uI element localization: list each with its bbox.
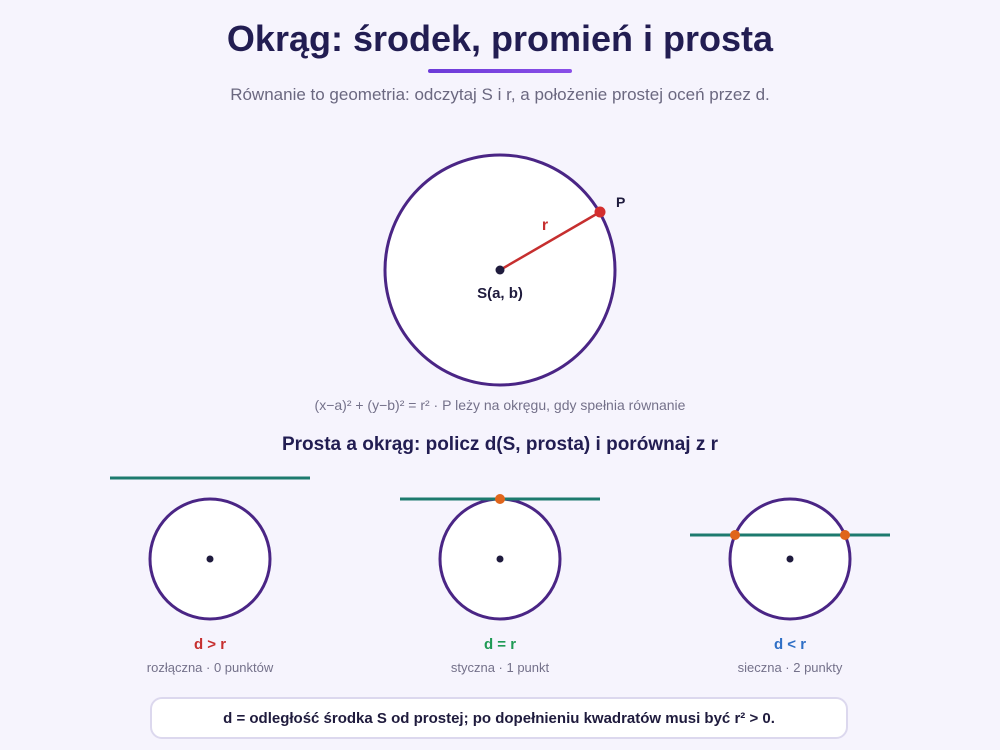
point-p-label: P: [616, 194, 625, 210]
note-box: d = odległość środka S od prostej; po do…: [150, 697, 848, 739]
case-secant-relation: d < r: [773, 636, 807, 653]
radius-segment: [499, 210, 601, 272]
point-p: [594, 206, 606, 218]
case-secant-point-right: [840, 530, 850, 540]
case-disjoint: [110, 476, 310, 621]
case-secant-description: sieczna · 2 punkty: [737, 660, 843, 675]
radius-label: r: [542, 217, 548, 234]
page-title: Okrąg: środek, promień i prosta: [226, 18, 774, 59]
main-circle-group: r P S(a, b): [383, 153, 625, 387]
case-secant-point-left: [730, 530, 740, 540]
equation-caption: (x−a)² + (y−b)² = r² · P leży na okręgu,…: [314, 397, 686, 413]
page-subtitle: Równanie to geometria: odczytaj S i r, a…: [230, 85, 770, 104]
case-disjoint-relation: d > r: [193, 636, 227, 653]
case-disjoint-center: [206, 555, 214, 563]
case-secant: [690, 497, 890, 621]
cases-section-title: Prosta a okrąg: policz d(S, prosta) i po…: [281, 434, 718, 455]
case-tangent-relation: d = r: [483, 636, 517, 653]
note-text: d = odległość środka S od prostej; po do…: [223, 709, 775, 727]
center-label: S(a, b): [477, 285, 523, 302]
case-tangent: [400, 494, 600, 621]
case-tangent-point: [495, 494, 505, 504]
case-tangent-description: styczna · 1 punkt: [450, 660, 550, 675]
center-point: [495, 265, 505, 275]
case-disjoint-description: rozłączna · 0 punktów: [146, 660, 274, 675]
case-secant-center: [786, 555, 794, 563]
case-tangent-center: [496, 555, 504, 563]
title-underline: [428, 69, 572, 73]
